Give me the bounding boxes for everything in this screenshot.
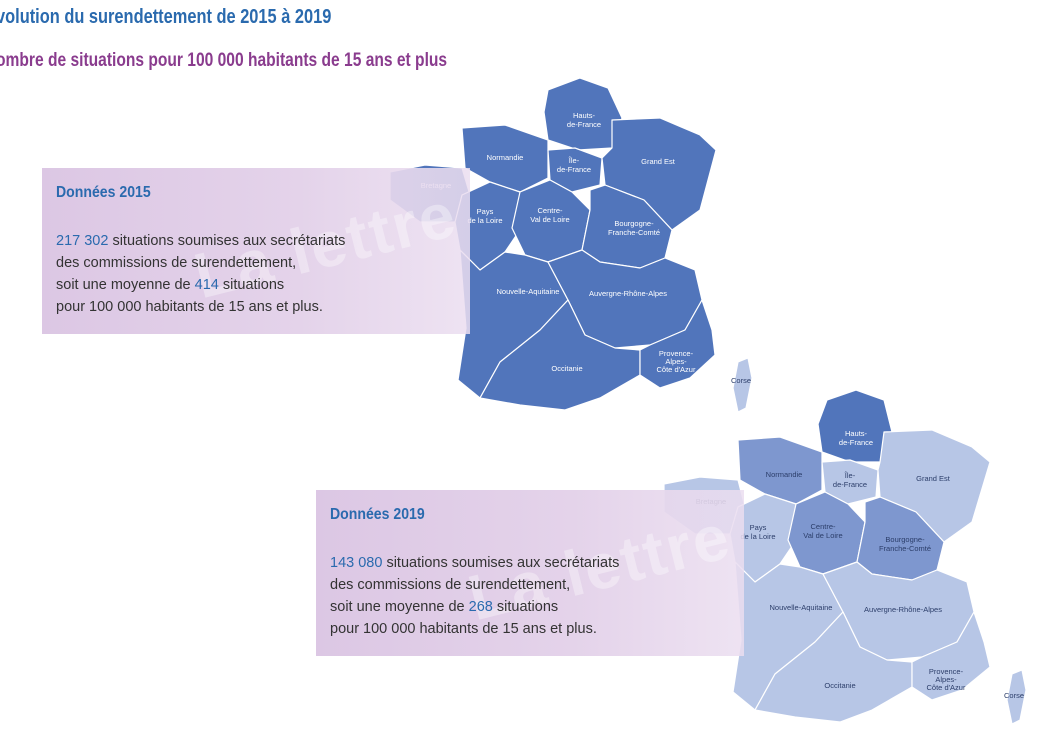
- label-2019-idf: Île-de-France: [833, 471, 867, 489]
- panel-2019-line3-post: situations: [492, 599, 559, 615]
- panel-2015-line2: des commissions de surendettement,: [56, 255, 297, 271]
- panel-2019-line2: des commissions de surendettement,: [330, 577, 571, 593]
- region-2019-paca: [911, 611, 991, 701]
- label-2019-paca: Provence-Alpes-Côte d'Azur: [927, 667, 966, 692]
- panel-2015-line3: soit une moyenne de 414 situations: [56, 274, 345, 296]
- count-2015: 217 302: [56, 233, 109, 249]
- panel-2015-header: Données 2015: [56, 184, 151, 201]
- panel-2015-line1: 217 302 situations soumises aux secrétar…: [56, 230, 345, 252]
- label-2015-bfc: Bourgogne-Franche-Comté: [608, 219, 660, 237]
- region-2019-nor: [737, 436, 823, 505]
- panel-2019-line1-rest: situations soumises aux secrétariats: [382, 555, 620, 571]
- label-2015-hdf: Hauts-de-France: [567, 111, 601, 129]
- region-2015-cor: [732, 357, 753, 413]
- panel-2015-line1-rest: situations soumises aux secrétariats: [108, 233, 346, 249]
- label-2019-bfc: Bourgogne-Franche-Comté: [879, 535, 931, 553]
- label-2019-hdf: Hauts-de-France: [839, 429, 873, 447]
- panel-2015-text: 217 302 situations soumises aux secrétar…: [56, 230, 345, 318]
- panel-2015: La lettre Données 2015 217 302 situation…: [42, 168, 470, 334]
- panel-2019-line1: 143 080 situations soumises aux secrétar…: [330, 552, 619, 574]
- label-2015-occ: Occitanie: [551, 364, 582, 373]
- page-title: volution du surendettement de 2015 à 201…: [0, 6, 332, 28]
- label-2019-nor: Normandie: [766, 470, 803, 479]
- panel-2015-line3-pre: soit une moyenne de: [56, 277, 195, 293]
- label-2015-cor: Corse: [731, 376, 751, 385]
- label-2015-paca: Provence-Alpes-Côte d'Azur: [657, 349, 696, 374]
- label-2019-pdl: Pays de la Loire: [740, 523, 775, 541]
- panel-2019-line3: soit une moyenne de 268 situations: [330, 596, 619, 618]
- label-2015-pdl: Pays de la Loire: [467, 207, 502, 225]
- label-2019-ge: Grand Est: [916, 474, 951, 483]
- panel-2015-line4: pour 100 000 habitants de 15 ans et plus…: [56, 299, 323, 315]
- label-2015-nor: Normandie: [487, 153, 524, 162]
- label-2019-ara: Auvergne-Rhône-Alpes: [864, 605, 942, 614]
- panel-2019: La lettre Données 2019 143 080 situation…: [316, 490, 744, 656]
- count-2019: 143 080: [330, 555, 383, 571]
- average-2015: 414: [194, 277, 219, 293]
- label-2015-idf: Île-de-France: [557, 156, 591, 174]
- label-2019-na: Nouvelle-Aquitaine: [770, 603, 833, 612]
- region-2019-cor: [1006, 669, 1027, 725]
- label-2015-ara: Auvergne-Rhône-Alpes: [589, 289, 667, 298]
- label-2015-cvl: Centre-Val de Loire: [530, 206, 569, 224]
- panel-2019-line4: pour 100 000 habitants de 15 ans et plus…: [330, 621, 597, 637]
- label-2015-hdf-l1: Hauts-: [573, 111, 596, 120]
- page-subtitle: ombre de situations pour 100 000 habitan…: [0, 50, 448, 71]
- panel-2015-line3-post: situations: [218, 277, 285, 293]
- label-2019-cor: Corse: [1004, 691, 1024, 700]
- average-2019: 268: [468, 599, 493, 615]
- label-2019-occ: Occitanie: [824, 681, 855, 690]
- label-2015-ge: Grand Est: [641, 157, 676, 166]
- region-2015-paca: [639, 299, 716, 389]
- panel-2019-line3-pre: soit une moyenne de: [330, 599, 469, 615]
- label-2019-cvl: Centre-Val de Loire: [803, 522, 842, 540]
- label-2015-na: Nouvelle-Aquitaine: [497, 287, 560, 296]
- panel-2019-header: Données 2019: [330, 506, 425, 523]
- panel-2019-text: 143 080 situations soumises aux secrétar…: [330, 552, 619, 640]
